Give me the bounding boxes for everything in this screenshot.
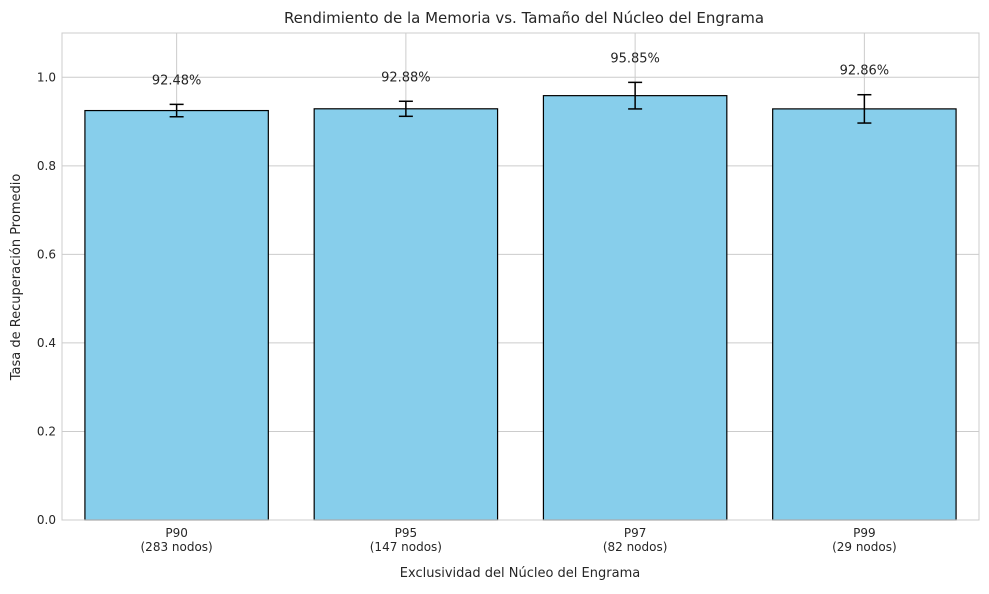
y-tick-label: 0.4 [37,336,56,350]
value-label: 92.48% [152,73,202,88]
y-axis-label: Tasa de Recuperación Promedio [9,174,24,382]
x-tick-label: P90 [165,526,188,540]
x-tick-label: P97 [624,526,647,540]
value-label: 92.88% [381,70,431,85]
y-tick-labels: 0.0 0.2 0.4 0.6 0.8 1.0 [37,70,56,527]
x-axis-label: Exclusividad del Núcleo del Engrama [400,566,640,581]
y-tick-label: 0.8 [37,159,56,173]
bar-p90 [84,109,269,521]
x-tick-label: (82 nodos) [603,540,668,554]
x-tick-label: (283 nodos) [141,540,213,554]
y-tick-label: 1.0 [37,70,56,84]
bar-p95 [313,108,499,521]
y-tick-label: 0.0 [37,513,56,527]
x-tick-label: (29 nodos) [832,540,897,554]
x-tick-label: P95 [395,526,418,540]
x-tick-labels: P90(283 nodos) P95(147 nodos) P97(82 nodos… [141,526,897,554]
axes-frame [61,32,980,521]
error-bars-layer [169,81,872,124]
value-label: 92.86% [840,64,890,79]
chart-title: Rendimiento de la Memoria vs. Tamaño del… [284,9,764,27]
x-tick-label: P99 [853,526,876,540]
y-tick-label: 0.2 [37,424,56,438]
value-labels-layer: 92.48% 92.88% 95.85% 92.86% [152,51,889,88]
bars-layer [84,95,957,521]
bar-p97 [542,95,728,521]
x-tick-label: (147 nodos) [370,540,442,554]
bar-p99 [772,108,957,521]
y-tick-label: 0.6 [37,247,56,261]
value-label: 95.85% [610,51,660,66]
